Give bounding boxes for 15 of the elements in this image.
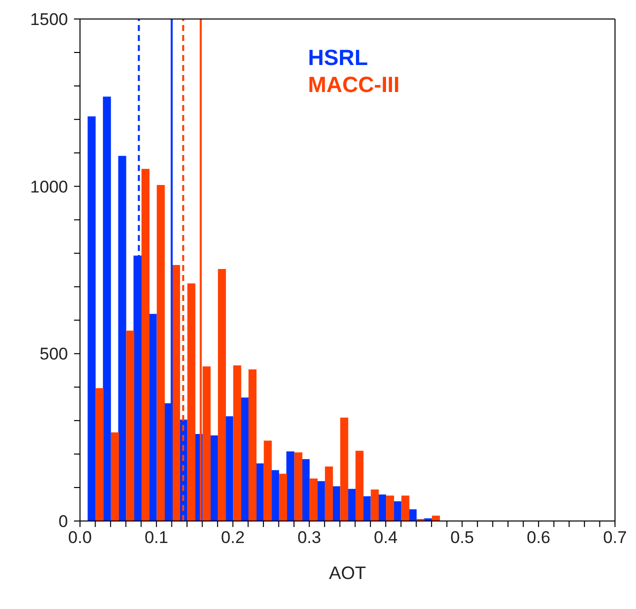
y-tick-label: 0 — [58, 512, 68, 531]
text: HSRL — [308, 44, 369, 71]
x-tick-label: 0.1 — [144, 528, 168, 547]
x-tick-label: 0.4 — [374, 528, 398, 547]
x-tick-label: 0.7 — [603, 528, 627, 547]
x-tick-label: 0.3 — [297, 528, 322, 547]
text: MACC-III — [308, 71, 400, 98]
x-tick-label: 0.5 — [450, 528, 474, 547]
x-tick-label: 0.6 — [526, 528, 550, 547]
y-tick-label: 1500 — [30, 10, 68, 29]
y-tick-label: 1000 — [30, 177, 68, 196]
x-tick-label: 0.2 — [221, 528, 245, 547]
y-tick-label: 500 — [40, 344, 68, 364]
x-axis-title: AOT — [328, 563, 366, 583]
x-tick-label: 0.0 — [68, 528, 92, 547]
